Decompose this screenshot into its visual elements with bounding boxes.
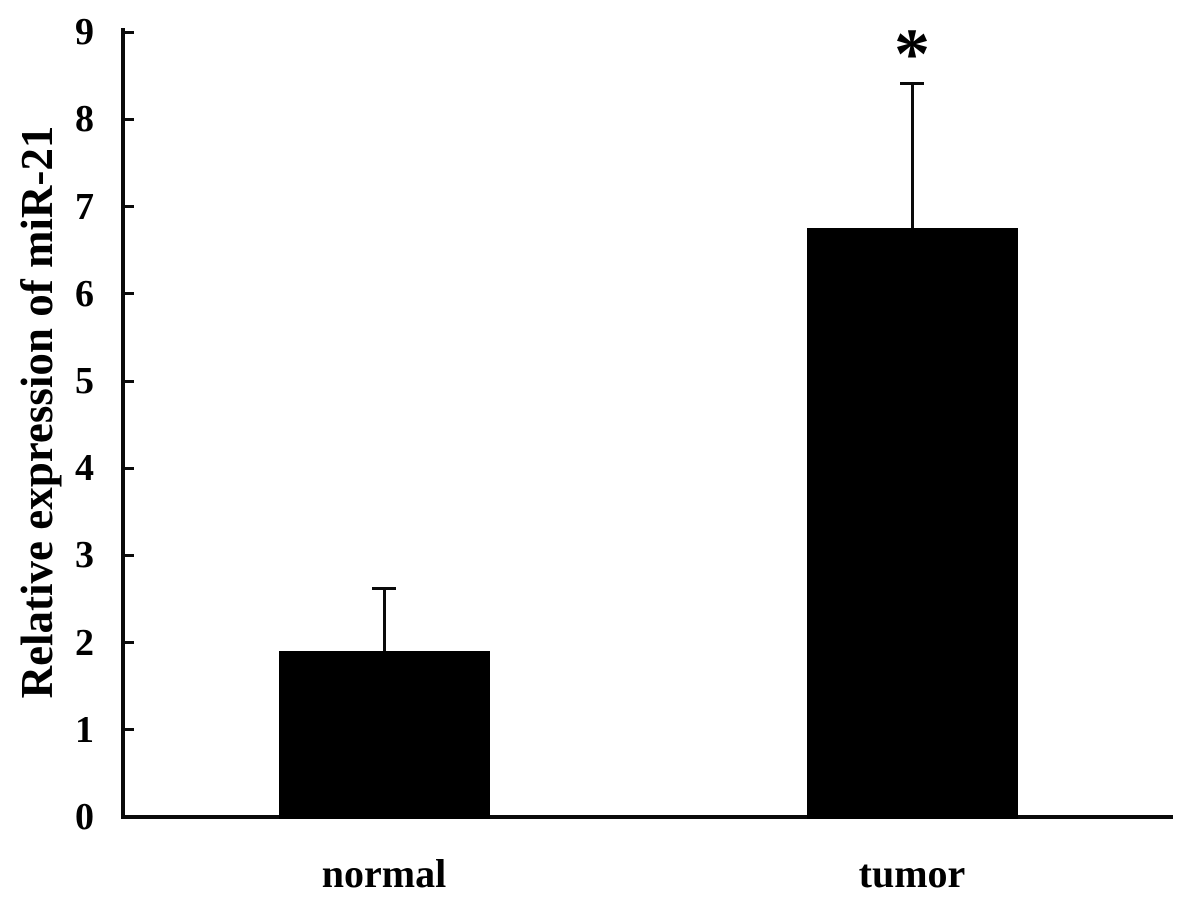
y-tick-label-9: 9: [75, 11, 94, 54]
y-tick-label-0: 0: [75, 796, 94, 838]
y-axis-line: [121, 28, 125, 819]
y-tick-mark-8: [125, 117, 134, 121]
y-tick-mark-1: [125, 728, 134, 732]
y-tick-mark-6: [125, 292, 134, 296]
y-tick-mark-9: [125, 30, 134, 34]
y-tick-mark-3: [125, 553, 134, 557]
y-tick-label-5: 5: [75, 360, 94, 402]
category-label-normal: normal: [321, 851, 447, 896]
error-cap-tumor: [900, 82, 924, 86]
y-tick-mark-2: [125, 641, 134, 645]
error-bar-normal: [382, 588, 386, 652]
category-label-tumor: tumor: [858, 851, 966, 896]
y-tick-label-1: 1: [75, 708, 94, 751]
error-cap-normal: [372, 587, 396, 591]
x-axis-line: [121, 815, 1173, 819]
y-tick-label-7: 7: [75, 185, 94, 228]
bar-tumor: [806, 228, 1018, 819]
y-tick-mark-4: [125, 466, 134, 470]
bar-normal: [278, 651, 490, 819]
y-tick-label-8: 8: [75, 98, 94, 141]
y-tick-label-2: 2: [75, 621, 94, 664]
y-tick-mark-7: [125, 205, 134, 209]
significance-asterisk: *: [894, 13, 930, 94]
y-tick-label-6: 6: [75, 272, 94, 315]
y-tick-mark-5: [125, 379, 134, 383]
y-tick-label-3: 3: [75, 534, 94, 577]
y-tick-label-4: 4: [75, 447, 94, 490]
error-bar-tumor: [910, 83, 914, 229]
